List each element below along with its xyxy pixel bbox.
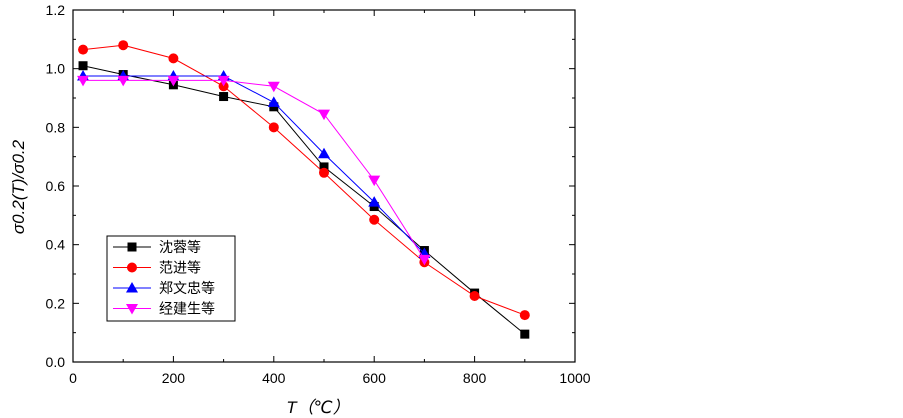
- plot-area: 0 200 400 600 800 1000 0.0 0.2 0.4 0.6 0.8 1.0 1.2: [46, 2, 591, 386]
- data-point: [418, 254, 431, 266]
- y-axis-title: σ0.2(T)/σ0.2: [9, 139, 28, 234]
- y-tick-label: 1.0: [46, 61, 66, 77]
- series-line: [83, 75, 425, 254]
- data-point: [318, 109, 330, 121]
- data-point: [519, 310, 530, 321]
- x-tick-label: 600: [363, 370, 387, 386]
- data-point: [78, 44, 89, 55]
- y-tick-label: 0.0: [46, 354, 66, 370]
- data-point: [319, 167, 329, 178]
- data-point: [118, 40, 129, 51]
- data-point: [217, 75, 230, 87]
- legend-label: 经建生等: [159, 301, 215, 318]
- data-point: [318, 147, 330, 159]
- data-point: [369, 214, 380, 225]
- data-point: [368, 175, 381, 187]
- data-point: [268, 122, 279, 133]
- legend-marker: [126, 282, 138, 293]
- series-line: [83, 79, 425, 260]
- legend-label: 郑文忠等: [159, 280, 215, 297]
- legend-marker: [127, 262, 137, 273]
- legend-label: 范进等: [159, 260, 201, 277]
- legend-marker: [126, 304, 138, 315]
- data-point: [469, 291, 480, 301]
- data-point: [267, 81, 280, 93]
- series-line: [82, 65, 526, 335]
- x-tick-label: 1000: [559, 370, 590, 386]
- y-tick-label: 0.4: [46, 237, 66, 253]
- data-point: [77, 75, 90, 87]
- data-point: [267, 96, 280, 107]
- data-point: [168, 53, 179, 64]
- x-tick-label: 200: [162, 370, 186, 386]
- data-point: [219, 92, 229, 102]
- y-tick-label: 0.2: [46, 295, 66, 311]
- x-tick-label: 800: [463, 370, 487, 386]
- data-point: [520, 329, 530, 339]
- x-tick-label: 400: [262, 370, 286, 386]
- data-point: [319, 162, 329, 172]
- legend-marker: [127, 242, 137, 252]
- x-tick-label: 0: [69, 370, 77, 386]
- legend-label: 沈蓉等: [159, 239, 201, 256]
- data-point: [368, 196, 381, 207]
- data-point: [167, 75, 180, 87]
- series-line: [82, 44, 525, 316]
- y-tick-label: 0.6: [46, 178, 66, 194]
- data-point: [78, 61, 88, 71]
- y-tick-label: 1.2: [46, 2, 66, 18]
- data-point: [117, 75, 130, 87]
- x-axis-title: T（℃）: [286, 398, 349, 417]
- y-tick-label: 0.8: [46, 119, 66, 135]
